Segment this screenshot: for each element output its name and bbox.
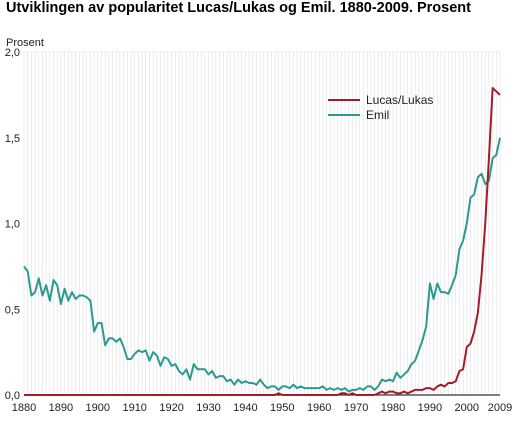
- chart-title: Utviklingen av popularitet Lucas/Lukas o…: [6, 0, 471, 16]
- x-tick-label: 1900: [86, 402, 110, 414]
- legend-label: Lucas/Lukas: [366, 93, 433, 107]
- grid-lines: [23, 51, 501, 396]
- x-tick-label: 1940: [233, 402, 257, 414]
- x-tick-label: 1990: [418, 402, 442, 414]
- x-tick-label: 1880: [12, 402, 36, 414]
- x-tick-label: 1960: [307, 402, 331, 414]
- y-tick-label: 1,5: [5, 133, 20, 145]
- x-tick-label: 1980: [381, 402, 405, 414]
- series-line: [24, 87, 501, 396]
- x-axis-ticks: 1880 1890 1900 1910 1920 1930 1940 1950 1960 1970…: [12, 402, 512, 414]
- y-tick-label: 0,0: [5, 390, 20, 402]
- series-line: [23, 137, 501, 393]
- x-tick-label: 2009: [488, 402, 512, 414]
- x-tick-label: 1890: [49, 402, 73, 414]
- y-tick-label: 2,0: [5, 47, 20, 59]
- x-tick-label: 1930: [196, 402, 220, 414]
- legend-label: Emil: [366, 108, 389, 122]
- x-tick-label: 2000: [455, 402, 479, 414]
- x-tick-label: 1950: [270, 402, 294, 414]
- series-lines: [23, 87, 501, 396]
- y-tick-label: 1,0: [5, 219, 20, 231]
- x-tick-label: 1910: [122, 402, 146, 414]
- y-axis-label: Prosent: [6, 37, 44, 49]
- x-tick-label: 1970: [344, 402, 368, 414]
- y-axis-ticks: 0,0 0,5 1,0 1,5 2,0: [5, 47, 20, 402]
- y-tick-label: 0,5: [5, 304, 20, 316]
- x-tick-label: 1920: [159, 402, 183, 414]
